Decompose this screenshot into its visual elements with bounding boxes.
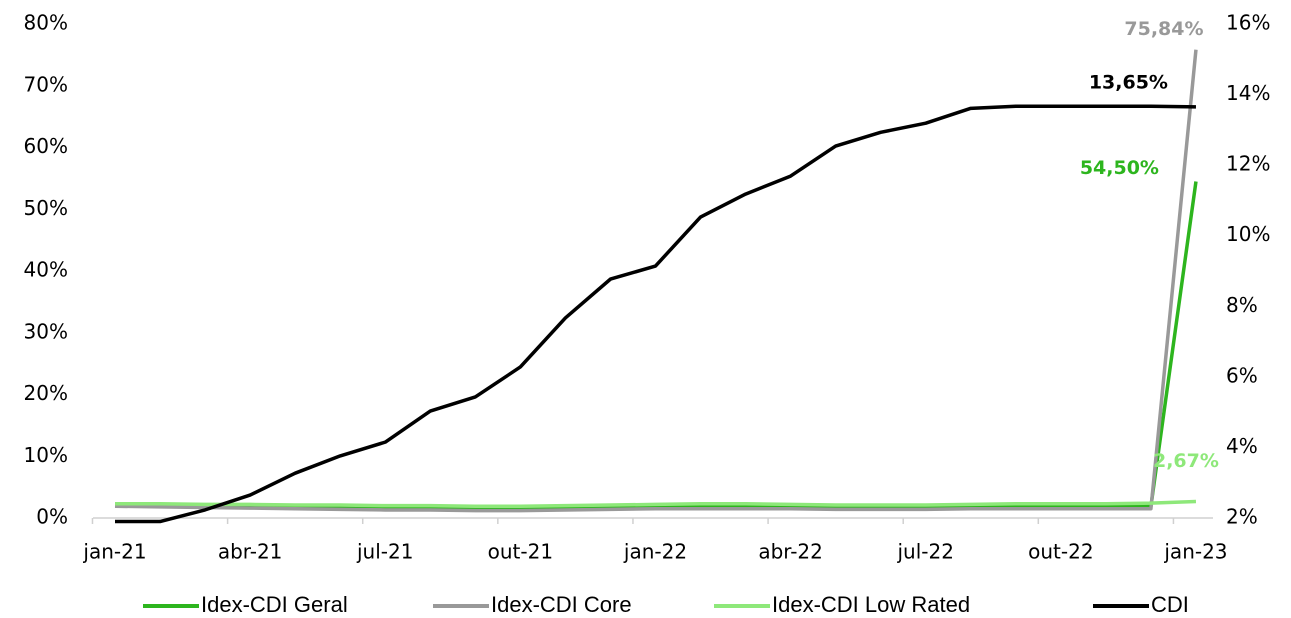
y-tick-label: 80% [24,11,68,35]
value-label: 75,84% [1124,18,1203,40]
y2-tick-label: 8% [1226,293,1258,317]
legend-label: Idex-CDI Geral [201,592,348,617]
y2-tick-label: 16% [1226,11,1270,35]
y2-tick-label: 4% [1226,434,1258,458]
y-tick-label: 70% [24,72,68,96]
y2-tick-label: 10% [1226,222,1270,246]
y-tick-label: 50% [24,196,68,220]
value-label: 54,50% [1080,157,1159,179]
x-tick-label: jan-21 [82,540,146,564]
y-tick-label: 20% [24,381,68,405]
x-tick-label: out-22 [1028,540,1093,564]
series-line [115,499,1197,509]
y-tick-label: 10% [24,443,68,467]
x-tick-label: jul-22 [896,540,953,564]
series-line [114,49,1198,513]
legend-label: Idex-CDI Low Rated [772,592,970,617]
x-tick-label: jan-22 [623,540,687,564]
y2-tick-label: 14% [1226,81,1270,105]
y-tick-label: 60% [24,134,68,158]
value-label: 2,67% [1153,450,1219,472]
y-tick-label: 40% [24,258,68,282]
legend-label: Idex-CDI Core [491,592,632,617]
y-tick-label: 0% [36,505,68,529]
y2-tick-label: 2% [1226,505,1258,529]
y2-tick-label: 12% [1226,152,1270,176]
x-tick-label: jul-21 [356,540,413,564]
series-line [115,181,1198,510]
x-tick-label: jan-23 [1163,540,1227,564]
y-tick-label: 30% [24,319,68,343]
x-tick-label: abr-22 [758,540,823,564]
series-line [115,104,1196,524]
x-tick-label: abr-21 [218,540,283,564]
value-label: 13,65% [1089,71,1168,93]
legend-label: CDI [1151,592,1189,617]
x-tick-label: out-21 [488,540,553,564]
y2-tick-label: 6% [1226,363,1258,387]
